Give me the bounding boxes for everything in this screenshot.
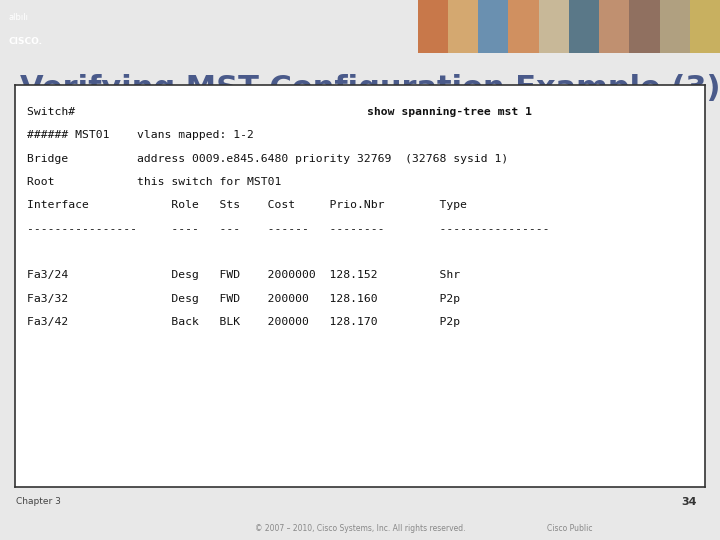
Bar: [569, 0, 599, 53]
Text: ###### MST01    vlans mapped: 1-2: ###### MST01 vlans mapped: 1-2: [27, 131, 254, 140]
Text: CISCO.: CISCO.: [9, 37, 42, 46]
Text: © 2007 – 2010, Cisco Systems, Inc. All rights reserved.: © 2007 – 2010, Cisco Systems, Inc. All r…: [255, 524, 465, 533]
Text: Verifying MST Configuration Example (3): Verifying MST Configuration Example (3): [20, 75, 720, 104]
Text: albılı: albılı: [9, 13, 29, 22]
Text: Cisco Public: Cisco Public: [547, 524, 593, 533]
Bar: [418, 0, 448, 53]
Text: Bridge          address 0009.e845.6480 priority 32769  (32768 sysid 1): Bridge address 0009.e845.6480 priority 3…: [27, 154, 508, 164]
Text: Chapter 3: Chapter 3: [16, 497, 60, 507]
Bar: [539, 0, 569, 53]
Bar: [508, 0, 539, 53]
Text: Interface            Role   Sts    Cost     Prio.Nbr        Type: Interface Role Sts Cost Prio.Nbr Type: [27, 200, 467, 211]
Bar: [660, 0, 690, 53]
Text: show spanning-tree mst 1: show spanning-tree mst 1: [367, 107, 532, 117]
Bar: [690, 0, 720, 53]
Bar: [629, 0, 660, 53]
Text: Root            this switch for MST01: Root this switch for MST01: [27, 177, 282, 187]
Text: Fa3/32               Desg   FWD    200000   128.160         P2p: Fa3/32 Desg FWD 200000 128.160 P2p: [27, 294, 461, 303]
Bar: [448, 0, 478, 53]
Text: Switch#: Switch#: [27, 107, 82, 117]
Text: Fa3/42               Back   BLK    200000   128.170         P2p: Fa3/42 Back BLK 200000 128.170 P2p: [27, 317, 461, 327]
Bar: [478, 0, 508, 53]
Bar: [599, 0, 629, 53]
Text: Fa3/24               Desg   FWD    2000000  128.152         Shr: Fa3/24 Desg FWD 2000000 128.152 Shr: [27, 271, 461, 280]
Text: ----------------     ----   ---    ------   --------        ----------------: ---------------- ---- --- ------ -------…: [27, 224, 550, 234]
Text: 34: 34: [681, 497, 697, 507]
